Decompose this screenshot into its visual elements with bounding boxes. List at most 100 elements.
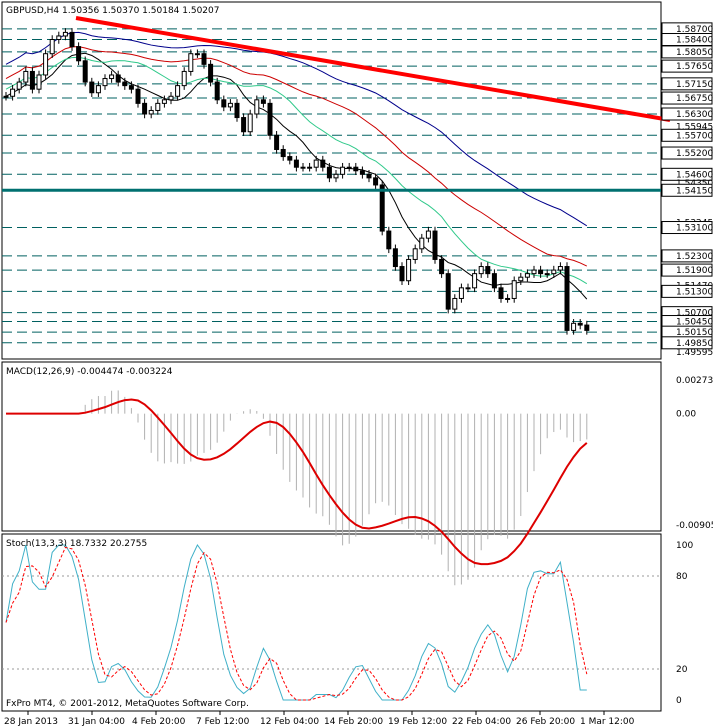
candle-body: [439, 258, 445, 275]
macd-scale-label: 0.002736: [676, 376, 713, 386]
time-axis: 28 Jan 2013 31 Jan 04:00 4 Feb 20:00 7 Feb …: [4, 711, 635, 727]
candle-body: [274, 134, 280, 150]
candle-body: [300, 166, 306, 169]
candle-body: [551, 269, 557, 275]
candle-body: [452, 297, 458, 310]
candle-body: [56, 35, 62, 41]
macd-panel: [1, 361, 662, 532]
candle-body: [584, 324, 590, 331]
price-label-box: [661, 336, 713, 350]
candle-body: [175, 85, 181, 97]
candle-body: [419, 237, 425, 250]
candle-body: [340, 166, 346, 175]
price-label-box: [661, 263, 713, 277]
candle-body: [577, 322, 583, 326]
candle-body: [353, 166, 359, 172]
candle-body: [544, 273, 550, 276]
candle-body: [135, 88, 141, 104]
candle-body: [247, 113, 253, 133]
candle-body: [23, 70, 29, 83]
candle-body: [485, 266, 491, 275]
ma-black-line: [5, 52, 588, 300]
candle-body: [524, 273, 530, 278]
candle-body: [379, 184, 385, 232]
candle-body: [89, 81, 95, 94]
candle-body: [69, 31, 75, 48]
candle-body: [10, 88, 16, 97]
candle-body: [221, 99, 227, 108]
ma-red-line: [5, 46, 588, 267]
candle-body: [109, 74, 115, 80]
copyright-text: FxPro MT4, © 2001-2012, MetaQuotes Softw…: [6, 699, 249, 709]
candle-body: [359, 170, 365, 175]
candle-body: [432, 230, 438, 260]
time-label: 31 Jan 04:00: [68, 717, 125, 727]
price-label: 1.51900: [676, 266, 713, 276]
price-label: 1.52300: [676, 252, 713, 262]
candle-body: [392, 248, 398, 268]
main-header: GBPUSD,H4 1.50356 1.50370 1.50184 1.5020…: [6, 6, 219, 16]
candle-body: [227, 102, 233, 108]
price-label: 1.54600: [676, 170, 713, 180]
time-label: 4 Feb 20:00: [132, 717, 186, 727]
price-label-box: [661, 107, 713, 121]
price-label: 1.50150: [676, 328, 713, 338]
price-label: 1.55700: [676, 131, 713, 141]
macd-indicator: 0.002736 0.00 -0.00905: [6, 376, 713, 586]
candle-body: [181, 70, 187, 87]
price-label: 1.50700: [676, 309, 713, 319]
candle-body: [62, 31, 68, 37]
candle-body: [214, 81, 220, 101]
candle-body: [326, 166, 332, 179]
candle-body: [208, 63, 214, 83]
candle-body: [313, 159, 319, 168]
price-label-box: [661, 183, 713, 197]
candle-body: [122, 81, 128, 87]
price-label: 1.54150: [676, 186, 713, 196]
stoch-scale-label: 0: [676, 696, 682, 706]
candle-body: [16, 81, 22, 90]
candle-body: [491, 273, 497, 289]
candle-body: [168, 95, 174, 101]
candle-body: [76, 46, 82, 62]
time-label: 14 Feb 20:00: [324, 717, 383, 727]
stoch-scale-label: 80: [676, 572, 688, 582]
price-label-box: [661, 45, 713, 59]
main-panel: [1, 1, 662, 360]
price-label: 1.53100: [676, 224, 713, 234]
candle-body: [531, 269, 537, 275]
candle-body: [478, 266, 484, 275]
candle-body: [538, 269, 544, 275]
candle-body: [346, 166, 352, 169]
candle-body: [155, 102, 161, 111]
stoch-panel: [1, 533, 662, 712]
macd-signal-line: [6, 398, 588, 566]
time-label: 19 Feb 12:00: [388, 717, 447, 727]
price-label: 1.49595: [676, 348, 713, 358]
ma-blue-line: [5, 31, 588, 227]
price-label: 1.55945: [676, 123, 713, 133]
stoch-signal-line: [5, 546, 588, 701]
price-label: 1.49850: [676, 339, 713, 349]
price-label-box: [661, 249, 713, 263]
candle-body: [293, 159, 299, 168]
candle-body: [498, 287, 504, 299]
candle-body: [564, 266, 570, 331]
candle-body: [505, 297, 511, 300]
price-label: 1.58700: [676, 25, 713, 35]
price-label: 1.57650: [676, 62, 713, 72]
candle-body: [412, 248, 418, 260]
candle-body: [148, 109, 154, 115]
price-label-box: [661, 167, 713, 181]
time-label: 7 Feb 12:00: [196, 717, 250, 727]
macd-scale-label: -0.00905: [676, 521, 713, 531]
candle-body: [557, 266, 563, 271]
price-label-box: [661, 77, 713, 91]
moving-averages: [5, 31, 588, 300]
candle-body: [115, 74, 121, 83]
price-label-box: [661, 284, 713, 298]
candle-body: [333, 173, 339, 179]
stoch-scale-label: 20: [676, 665, 688, 675]
